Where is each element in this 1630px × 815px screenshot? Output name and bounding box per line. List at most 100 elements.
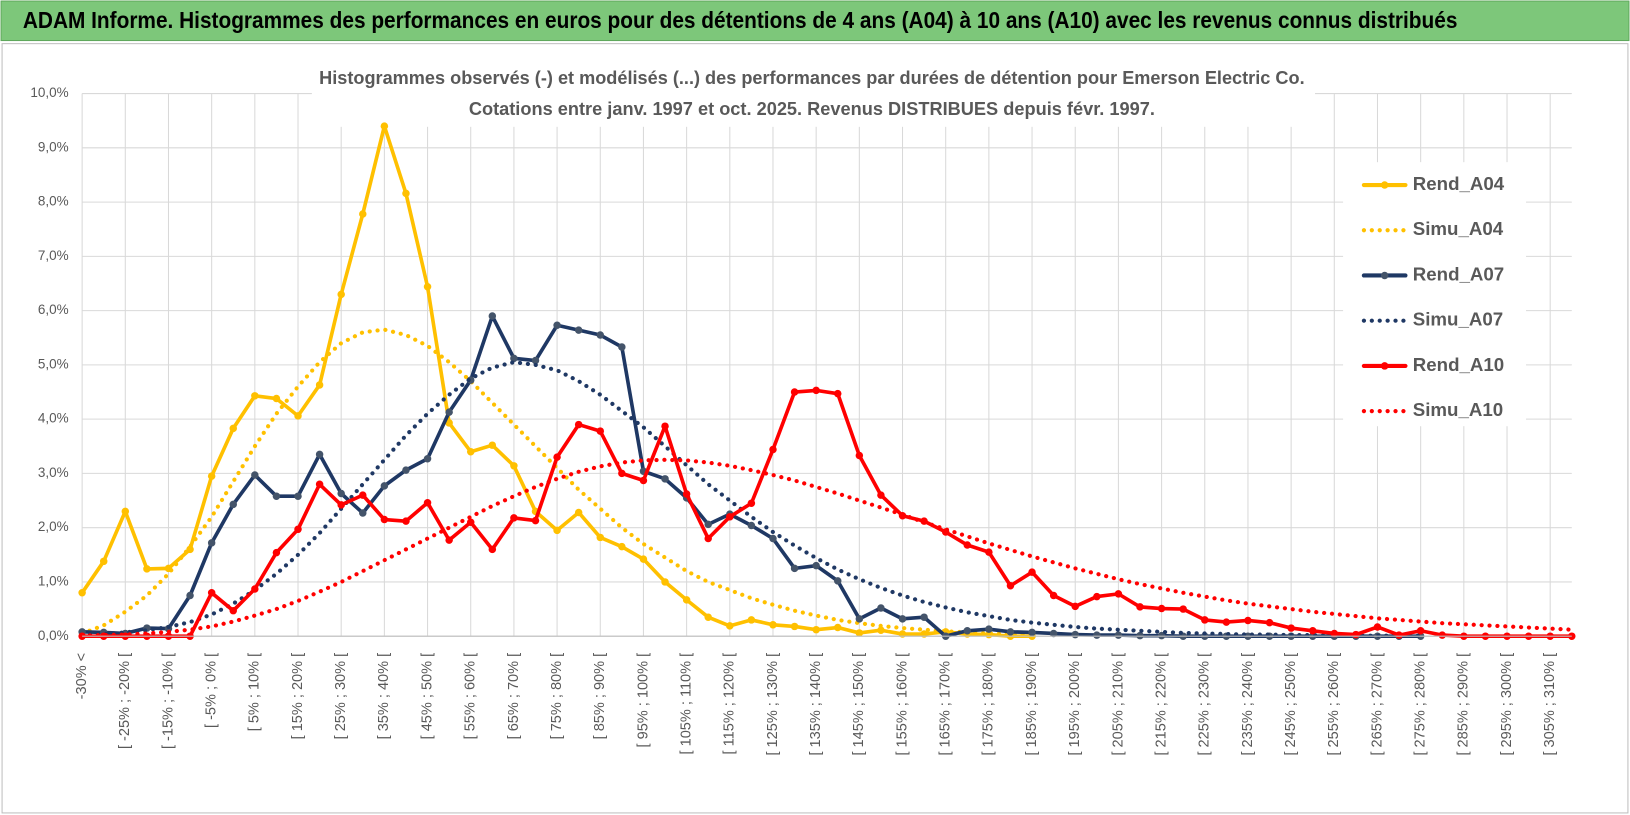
y-tick-label: 7,0%: [38, 248, 69, 263]
data-point: [1006, 628, 1015, 636]
x-tick-label: -30% <: [74, 653, 90, 700]
data-point: [510, 354, 518, 363]
data-point: [359, 210, 367, 218]
page-title: ADAM Informe. Histogrammes des performan…: [23, 7, 1458, 33]
series-line: [80, 327, 1035, 637]
data-point: [877, 491, 885, 499]
data-point: [207, 589, 216, 597]
data-point: [639, 555, 648, 563]
data-point: [423, 455, 432, 463]
data-point: [251, 392, 259, 400]
data-point: [488, 545, 497, 554]
data-point: [1157, 631, 1166, 640]
data-point: [618, 542, 626, 551]
legend-label: Simu_A10: [1413, 399, 1503, 420]
x-tick-label: [ 155% ; 160% [: [894, 653, 910, 756]
x-tick-label: [ 45% ; 50% [: [419, 653, 435, 740]
x-tick-label: [ -15% ; -10% [: [160, 653, 176, 749]
x-tick-label: [ 235% ; 240% [: [1240, 653, 1256, 756]
x-tick-label: [ 25% ; 30% [: [333, 653, 349, 740]
data-point: [121, 507, 130, 516]
data-point: [963, 541, 972, 549]
data-point: [790, 622, 799, 631]
data-point: [359, 509, 367, 517]
data-point: [1093, 631, 1101, 639]
data-point: [466, 447, 475, 456]
data-point: [229, 606, 237, 615]
y-tick-label: 5,0%: [38, 356, 69, 371]
series-line: [80, 457, 1574, 638]
data-point: [920, 613, 928, 621]
data-point: [207, 539, 216, 547]
data-point: [574, 326, 583, 334]
data-point: [186, 591, 194, 600]
x-tick-label: [ 145% ; 150% [: [851, 653, 867, 756]
x-tick-label: [ 55% ; 60% [: [463, 653, 479, 740]
data-point: [445, 408, 453, 416]
series-line: [80, 360, 1423, 638]
data-point: [251, 471, 259, 479]
y-tick-label: 3,0%: [38, 465, 69, 480]
data-point: [251, 585, 259, 593]
plot-area: [78, 122, 1576, 640]
grid: [81, 93, 1572, 637]
data-point: [402, 189, 410, 198]
x-tick-label: [ 5% ; 10% [: [247, 653, 263, 731]
data-point: [1071, 602, 1079, 611]
x-tick-label: [ 225% ; 230% [: [1197, 653, 1213, 756]
data-point: [963, 627, 972, 635]
legend-label: Rend_A07: [1413, 263, 1504, 284]
y-tick-label: 0,0%: [38, 628, 69, 643]
legend-marker: [1380, 271, 1389, 280]
data-point: [531, 516, 540, 525]
data-point: [1373, 623, 1382, 631]
data-point: [402, 517, 410, 525]
data-point: [596, 427, 605, 435]
title-background: [311, 62, 1316, 127]
data-point: [337, 290, 345, 299]
data-point: [1352, 630, 1360, 639]
data-point: [747, 499, 756, 507]
x-tick-label: [ 245% ; 250% [: [1283, 653, 1299, 756]
data-point: [855, 615, 864, 623]
data-point: [423, 498, 432, 507]
chart-frame: [1, 43, 1629, 814]
x-tick-label: [ 115% ; 120% [: [722, 653, 738, 755]
data-point: [229, 500, 237, 509]
x-tick-label: [ 165% ; 170% [: [938, 653, 954, 756]
data-point: [877, 626, 885, 634]
data-point: [596, 533, 605, 542]
data-point: [1071, 630, 1079, 639]
data-point: [769, 621, 777, 629]
y-tick-label: 9,0%: [38, 139, 69, 154]
legend-marker: [1380, 362, 1389, 370]
chart-title: Histogrammes observés (-) et modélisés (…: [319, 67, 1304, 88]
data-point: [315, 381, 324, 389]
data-point: [855, 451, 864, 460]
data-point: [1093, 592, 1101, 601]
data-point: [834, 623, 842, 632]
data-point: [186, 545, 194, 554]
x-tick-label: [ -5% ; 0% [: [204, 653, 220, 728]
data-point: [1006, 581, 1015, 590]
data-point: [337, 489, 345, 498]
x-tick-label: [ 255% ; 260% [: [1326, 653, 1342, 756]
x-tick-label: [ 295% ; 300% [: [1499, 653, 1515, 756]
data-point: [834, 577, 842, 585]
data-point: [510, 462, 518, 470]
x-tick-label: [ 185% ; 190% [: [1024, 653, 1040, 756]
x-tick-label: [ 15% ; 20% [: [290, 653, 306, 740]
data-point: [661, 422, 669, 430]
data-point: [1265, 618, 1274, 627]
x-tick-label: [ 275% ; 280% [: [1413, 653, 1429, 756]
data-point: [574, 420, 583, 429]
x-tick-label: [ 95% ; 100% [: [635, 653, 651, 748]
data-point: [1438, 631, 1446, 639]
banner: [0, 0, 1630, 42]
data-point: [315, 480, 324, 489]
data-point: [294, 525, 302, 534]
data-point: [1201, 616, 1209, 624]
y-tick-label: 6,0%: [38, 302, 69, 317]
